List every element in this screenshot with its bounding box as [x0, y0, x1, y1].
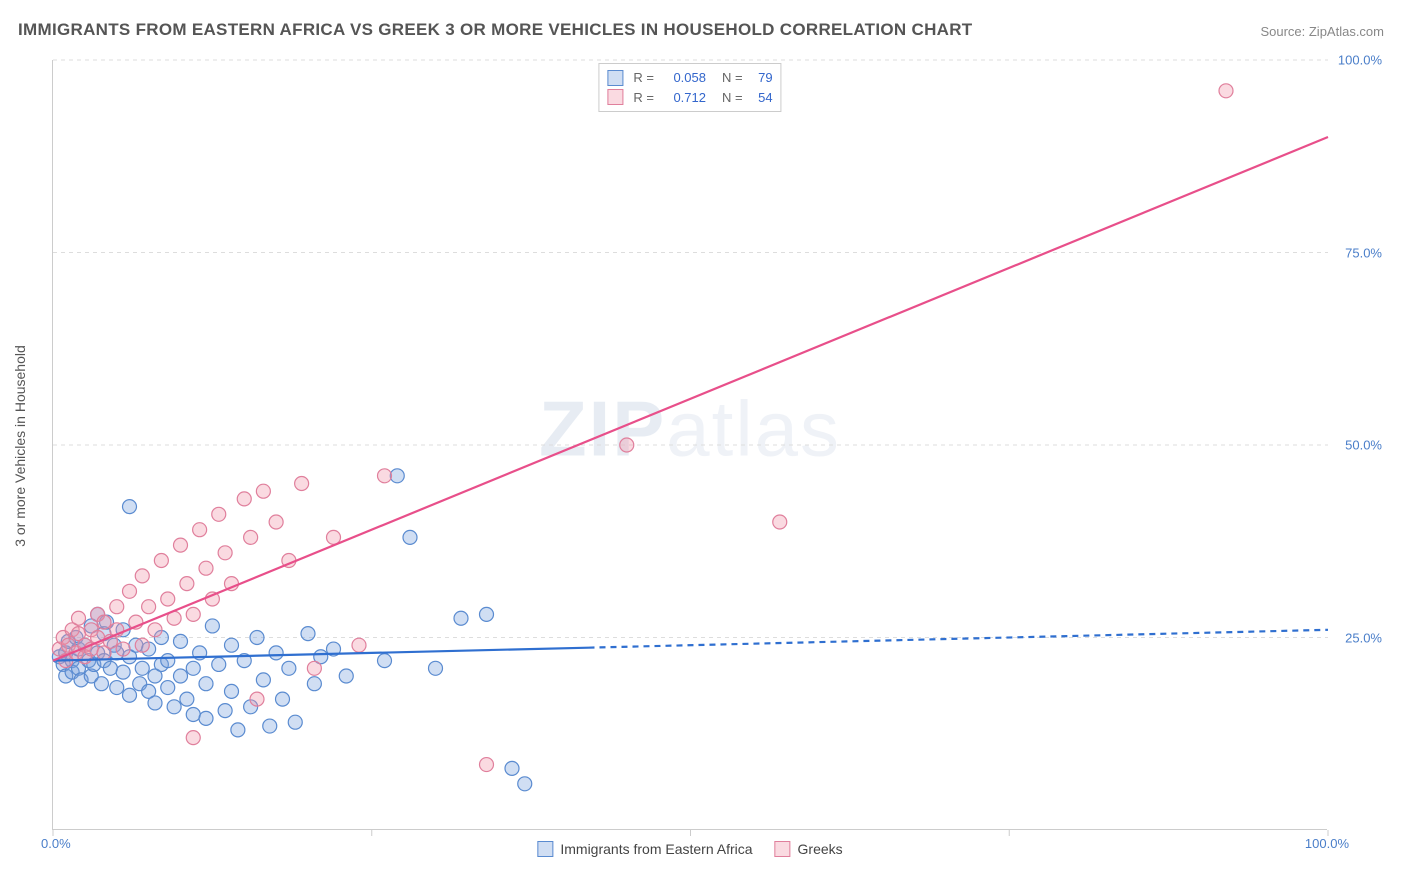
- legend-item-1: Greeks: [775, 841, 843, 857]
- legend-item-0: Immigrants from Eastern Africa: [537, 841, 752, 857]
- legend-row-series-0: R = 0.058 N = 79: [607, 68, 772, 88]
- y-tick-label-25: 25.0%: [1345, 630, 1382, 645]
- source-label: Source:: [1260, 24, 1308, 39]
- source-value: ZipAtlas.com: [1309, 24, 1384, 39]
- legend-label-0: Immigrants from Eastern Africa: [560, 841, 752, 857]
- swatch-bottom-1: [775, 841, 791, 857]
- swatch-series-0: [607, 70, 623, 86]
- n-label-0: N =: [722, 68, 743, 88]
- r-label-1: R =: [633, 88, 654, 108]
- source-attribution: Source: ZipAtlas.com: [1260, 24, 1384, 39]
- legend-row-series-1: R = 0.712 N = 54: [607, 88, 772, 108]
- swatch-bottom-0: [537, 841, 553, 857]
- n-value-0: 79: [749, 68, 773, 88]
- plot-area: ZIPatlas R = 0.058 N = 79 R = 0.712 N = …: [52, 60, 1327, 830]
- y-tick-label-75: 75.0%: [1345, 245, 1382, 260]
- y-tick-label-100: 100.0%: [1338, 53, 1382, 68]
- swatch-series-1: [607, 89, 623, 105]
- r-value-1: 0.712: [660, 88, 706, 108]
- chart-title: IMMIGRANTS FROM EASTERN AFRICA VS GREEK …: [18, 20, 973, 40]
- correlation-legend: R = 0.058 N = 79 R = 0.712 N = 54: [598, 63, 781, 112]
- n-value-1: 54: [749, 88, 773, 108]
- series-legend: Immigrants from Eastern Africa Greeks: [537, 841, 842, 857]
- x-tick-label-100: 100.0%: [1305, 836, 1349, 851]
- n-label-1: N =: [722, 88, 743, 108]
- chart-svg: [53, 60, 1327, 829]
- r-label-0: R =: [633, 68, 654, 88]
- x-tick-label-0: 0.0%: [41, 836, 71, 851]
- chart-container: IMMIGRANTS FROM EASTERN AFRICA VS GREEK …: [0, 0, 1406, 892]
- legend-label-1: Greeks: [798, 841, 843, 857]
- y-tick-label-50: 50.0%: [1345, 438, 1382, 453]
- y-axis-label: 3 or more Vehicles in Household: [12, 345, 28, 547]
- r-value-0: 0.058: [660, 68, 706, 88]
